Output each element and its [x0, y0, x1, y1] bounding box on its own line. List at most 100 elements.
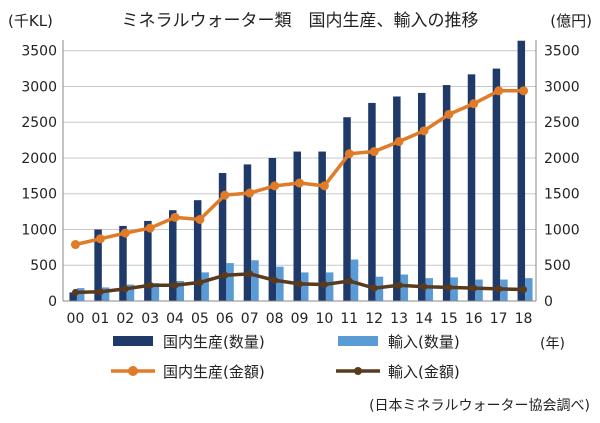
bar-domestic-volume: [144, 220, 152, 301]
marker-domestic-value: [394, 137, 404, 147]
bar-domestic-volume: [393, 96, 401, 301]
marker-domestic-value: [245, 188, 255, 198]
x-tick-label: 07: [241, 311, 259, 327]
marker-import-value: [71, 288, 79, 296]
x-tick-label: 08: [266, 311, 284, 327]
marker-domestic-value: [120, 228, 130, 238]
y-tick-label-left: 1000: [21, 222, 57, 238]
y-tick-label-left: 500: [30, 258, 57, 274]
legend-marker-import-value: [354, 367, 362, 375]
y-tick-label-left: 0: [48, 294, 57, 310]
bar-import-volume: [425, 278, 433, 301]
right-axis-unit: (億円): [550, 12, 592, 30]
marker-domestic-value: [70, 240, 80, 250]
marker-domestic-value: [369, 147, 379, 157]
y-tick-label-right: 0: [544, 294, 553, 310]
marker-domestic-value: [469, 99, 479, 109]
marker-import-value: [121, 285, 129, 293]
bar-import-volume: [151, 283, 160, 301]
y-tick-label-right: 3000: [544, 79, 580, 95]
marker-import-value: [196, 278, 204, 286]
bar-import-volume: [201, 272, 209, 301]
marker-import-value: [320, 281, 328, 289]
marker-domestic-value: [519, 86, 529, 96]
lines: [70, 86, 529, 296]
bar-import-volume: [475, 279, 483, 301]
marker-import-value: [495, 285, 503, 293]
y-tick-label-right: 1000: [544, 222, 580, 238]
marker-import-value: [171, 281, 179, 289]
bar-domestic-volume: [243, 164, 252, 301]
chart-title: ミネラルウォーター類 国内生産、輸入の推移: [122, 11, 479, 31]
marker-domestic-value: [220, 190, 230, 200]
legend-label-domestic-value: 国内生産(金額): [163, 363, 265, 381]
marker-import-value: [420, 283, 428, 291]
y-tick-label-right: 500: [544, 258, 571, 274]
legend-swatch-import-volume: [338, 336, 378, 346]
x-axis-unit: (年): [540, 336, 565, 352]
marker-domestic-value: [344, 149, 354, 159]
marker-import-value: [370, 284, 378, 292]
y-tick-label-left: 3000: [21, 79, 57, 95]
bar-import-volume: [176, 280, 185, 301]
bar-import-volume: [251, 260, 259, 301]
legend-label-import-volume: 輸入(数量): [388, 333, 460, 351]
marker-import-value: [395, 281, 403, 289]
bar-import-volume: [276, 266, 284, 301]
x-tick-label: 00: [67, 311, 85, 327]
bar-import-volume: [126, 284, 135, 301]
legend: 国内生産(数量) 輸入(数量) 国内生産(金額) 輸入(金額): [111, 333, 460, 381]
bar-import-volume: [101, 287, 110, 301]
marker-domestic-value: [195, 214, 205, 224]
marker-domestic-value: [170, 212, 180, 222]
marker-domestic-value: [270, 181, 280, 191]
x-tick-label: 12: [365, 311, 383, 327]
bar-import-volume: [76, 288, 85, 301]
left-axis-unit: (千KL): [8, 12, 53, 30]
marker-domestic-value: [145, 223, 155, 233]
bar-import-volume: [350, 259, 359, 301]
x-tick-label: 11: [340, 311, 358, 327]
y-tick-label-right: 1500: [544, 187, 580, 203]
x-tick-label: 09: [291, 311, 309, 327]
x-tick-label: 10: [315, 311, 333, 327]
bar-domestic-volume: [417, 92, 426, 301]
x-tick-label: 03: [141, 311, 159, 327]
x-tick-label: 06: [216, 311, 234, 327]
marker-import-value: [146, 281, 154, 289]
bars: [69, 40, 533, 302]
bar-domestic-volume: [343, 117, 351, 302]
marker-domestic-value: [95, 234, 105, 244]
marker-domestic-value: [319, 181, 329, 191]
marker-domestic-value: [419, 126, 429, 136]
bar-domestic-volume: [268, 157, 277, 301]
legend-label-import-value: 輸入(金額): [388, 363, 460, 381]
legend-marker-domestic-value: [128, 366, 138, 376]
marker-import-value: [96, 288, 104, 296]
legend-swatch-domestic-volume: [113, 336, 153, 346]
marker-import-value: [271, 276, 279, 284]
x-tick-label: 05: [191, 311, 209, 327]
marker-import-value: [445, 283, 453, 291]
bar-domestic-volume: [467, 74, 476, 301]
marker-import-value: [345, 277, 353, 285]
x-tick-label: 17: [490, 311, 508, 327]
x-tick-label: 02: [116, 311, 134, 327]
bar-domestic-volume: [517, 40, 526, 302]
y-tick-label-left: 1500: [21, 187, 57, 203]
y-tick-label-left: 2000: [21, 151, 57, 167]
bar-domestic-volume: [94, 229, 102, 301]
y-tick-label-left: 2500: [21, 115, 57, 131]
marker-import-value: [246, 270, 254, 278]
marker-import-value: [221, 271, 229, 279]
bar-import-volume: [226, 263, 234, 301]
bar-domestic-volume: [169, 210, 177, 301]
bar-import-volume: [325, 272, 334, 301]
bar-import-volume: [301, 272, 309, 301]
marker-import-value: [470, 284, 478, 292]
y-tick-label-right: 2000: [544, 151, 580, 167]
x-tick-label: 01: [91, 311, 109, 327]
x-tick-label: 16: [465, 311, 483, 327]
y-tick-label-left: 3500: [21, 44, 57, 60]
